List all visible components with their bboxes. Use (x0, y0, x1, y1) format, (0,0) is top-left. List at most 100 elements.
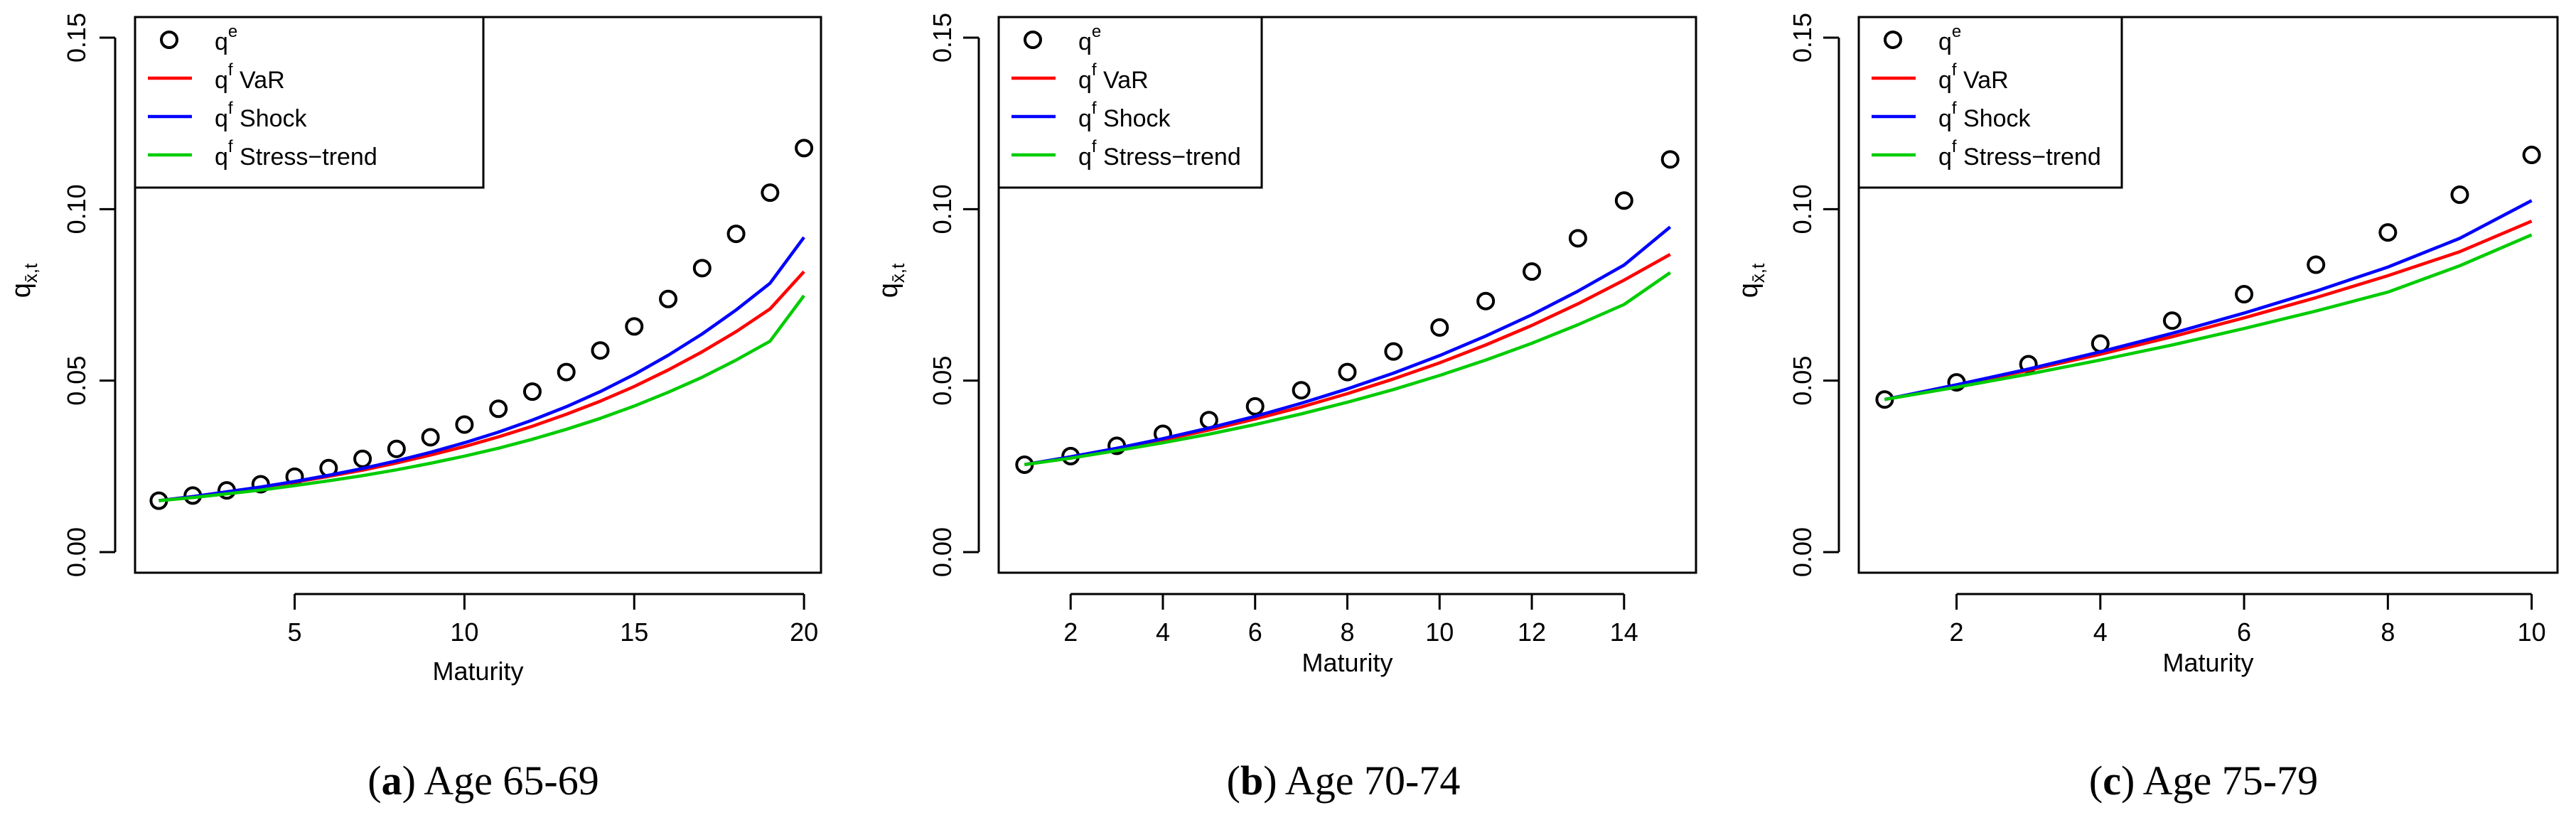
legend-label-base: q (215, 28, 228, 55)
series-line-shock (1024, 225, 1672, 467)
caption-paren-close: ) (2121, 757, 2143, 804)
caption-paren-open: ( (367, 757, 381, 804)
data-point-qe (726, 225, 746, 244)
legend-label-sup: f (228, 99, 233, 118)
x-tick-label: 8 (2381, 617, 2395, 647)
y-tick-label: 0.00 (62, 527, 91, 577)
legend-label-shock: qf Shock (215, 99, 308, 132)
series-line-var (1024, 253, 1671, 467)
data-point-qe (1384, 342, 1403, 361)
caption-paren-open: ( (2089, 757, 2103, 804)
data-point-qe (591, 341, 610, 360)
y-tick-label: 0.05 (62, 356, 91, 406)
legend-label-suffix: Stress−trend (233, 144, 377, 171)
data-point-qe (1568, 229, 1587, 248)
legend-label-var: qf VaR (215, 60, 285, 94)
data-point-qe (2450, 185, 2469, 205)
data-point-qe (1430, 318, 1449, 337)
x-tick-label: 6 (1248, 617, 1262, 647)
legend-label-sup: e (228, 22, 237, 41)
legend-marker-qe (1024, 31, 1042, 49)
legend-label-sup: e (1092, 22, 1101, 41)
series-line-stress (1884, 233, 2533, 401)
data-point-qe (557, 362, 576, 382)
legend-label-base: q (215, 144, 228, 171)
x-tick-label: 4 (1156, 617, 1170, 647)
y-axis-title-base: q (874, 283, 903, 298)
data-point-qe (1660, 150, 1680, 169)
legend-marker-qe (160, 31, 178, 49)
figure-caption: (c) Age 75-79 (2089, 757, 2318, 804)
figure-caption: (b) Age 70-74 (1227, 757, 1461, 804)
legend-label-suffix: Shock (1957, 105, 2032, 132)
legend-label-base: q (1078, 67, 1092, 94)
legend-label-sup: f (1952, 99, 1957, 118)
legend-label-var: qf VaR (1938, 60, 2009, 94)
data-point-qe (522, 382, 542, 401)
x-tick-label: 10 (450, 617, 478, 647)
legend-label-sup: f (228, 60, 233, 80)
legend-label-suffix: Stress−trend (1097, 144, 1241, 171)
caption-paren-open: ( (1227, 757, 1240, 804)
x-axis-title: Maturity (1302, 648, 1392, 677)
data-point-qe (625, 317, 644, 336)
legend-box (997, 16, 1263, 189)
y-tick-label: 0.10 (62, 184, 91, 234)
series-line-stress (1024, 271, 1671, 467)
legend-label-base: q (1938, 67, 1952, 94)
legend-label-qe: qe (1078, 22, 1101, 55)
legend-label-base: q (1938, 28, 1952, 55)
legend-label-base: q (215, 67, 228, 94)
legend-label-stress: qf Stress−trend (215, 137, 377, 171)
data-point-qe (1338, 362, 1357, 382)
x-tick-label: 5 (288, 617, 302, 647)
data-point-qe (353, 449, 372, 468)
series-line-stress (159, 294, 805, 502)
x-axis-title: Maturity (432, 657, 523, 686)
caption-text: Age 75-79 (2143, 757, 2318, 804)
data-point-qe (1476, 291, 1496, 311)
legend-label-base: q (1938, 144, 1952, 171)
data-point-qe (1614, 191, 1633, 210)
y-tick-label: 0.00 (928, 527, 957, 577)
legend-label-sup: f (1092, 99, 1097, 118)
y-tick-label: 0.15 (62, 13, 91, 63)
x-tick-label: 15 (620, 617, 648, 647)
y-axis-title-base: q (6, 283, 36, 298)
y-tick-label: 0.05 (928, 356, 957, 406)
data-point-qe (2019, 355, 2038, 374)
caption-text: Age 65-69 (424, 757, 599, 804)
y-axis-title: qx̄,t (874, 263, 908, 298)
data-point-qe (692, 259, 712, 278)
legend-label-qe: qe (1938, 22, 1961, 55)
y-tick-label: 0.10 (1788, 184, 1817, 234)
legend-label-sup: f (1952, 60, 1957, 80)
x-tick-label: 4 (2093, 617, 2108, 647)
legend-label-shock: qf Shock (1938, 99, 2032, 132)
caption-tag: c (2103, 757, 2121, 804)
x-tick-label: 8 (1340, 617, 1354, 647)
y-tick-label: 0.10 (928, 184, 957, 234)
series-line-shock (1884, 199, 2533, 401)
legend-label-sup: f (1092, 60, 1097, 80)
data-point-qe (2162, 311, 2181, 330)
x-tick-label: 20 (790, 617, 818, 647)
legend-label-suffix: VaR (233, 67, 285, 94)
legend-label-sup: f (1952, 137, 1957, 156)
data-point-qe (387, 439, 406, 458)
legend-label-base: q (1078, 28, 1092, 55)
legend-label-suffix: Shock (1097, 105, 1171, 132)
legend-label-suffix: VaR (1957, 67, 2009, 94)
x-tick-label: 12 (1518, 617, 1546, 647)
legend-label-sup: f (1092, 137, 1097, 156)
legend-box (1857, 16, 2123, 189)
data-point-qe (2235, 285, 2254, 304)
y-tick-label: 0.15 (1788, 13, 1817, 63)
legend-label-stress: qf Stress−trend (1938, 137, 2101, 171)
figure-caption: (a) Age 65-69 (367, 757, 599, 804)
legend-label-base: q (1078, 105, 1092, 132)
data-point-qe (2522, 146, 2541, 165)
legend-label-var: qf VaR (1078, 60, 1149, 94)
y-axis-title-subscript: x̄,t (20, 263, 41, 283)
